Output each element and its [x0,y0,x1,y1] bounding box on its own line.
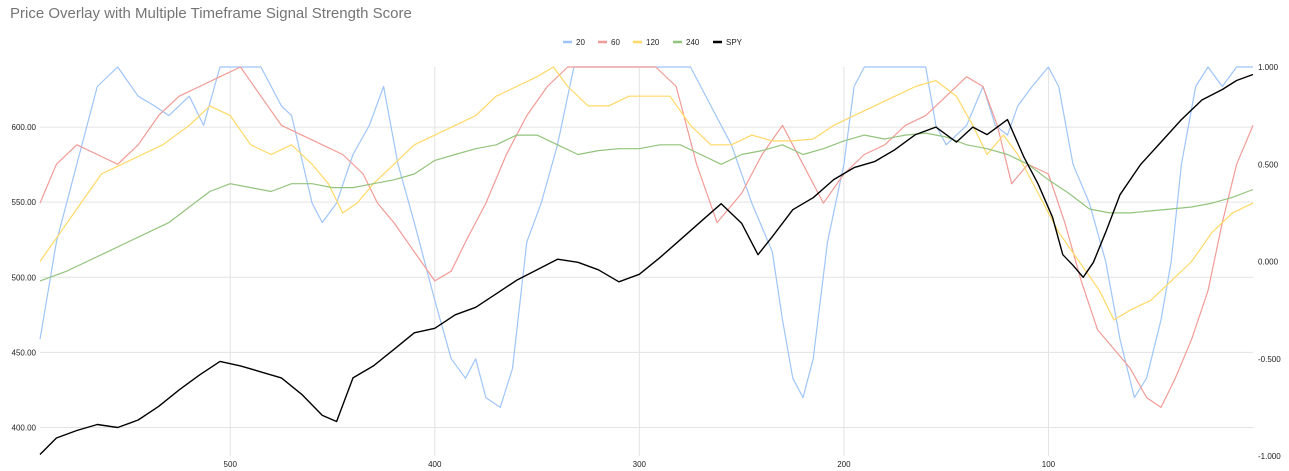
y-right-tick-label: -1.000 [1258,452,1281,461]
legend-label-20: 20 [576,38,585,47]
legend-label-spy: SPY [726,38,743,47]
y-left-tick-label: 500.00 [12,273,37,282]
series-lines [39,66,1254,455]
y-left-tick-label: 400.00 [12,423,37,432]
x-tick-label: 400 [428,460,442,469]
x-tick-label: 500 [224,460,238,469]
x-tick-label: 100 [1042,460,1056,469]
x-tick-label: 200 [837,460,851,469]
chart-title: Price Overlay with Multiple Timeframe Si… [10,5,412,22]
y-right-tick-label: 0.000 [1258,258,1279,267]
legend: 20 60 120 240 SPY [563,38,743,47]
y-left-tick-label: 600.00 [12,123,37,132]
y-left-tick-label: 550.00 [12,198,37,207]
y-right-tick-label: -0.500 [1258,355,1281,364]
series-line-120 [39,66,1254,321]
legend-label-120: 120 [646,38,660,47]
legend-label-60: 60 [611,38,620,47]
y-left-tick-label: 450.00 [12,348,37,357]
y-right-tick-label: 0.500 [1258,160,1279,169]
series-line-60 [39,66,1254,408]
series-line-spy [39,73,1254,455]
axes: 400.00 450.00 500.00 550.00 600.00 -1.000 -0.5… [12,63,1282,469]
series-line-240 [39,132,1254,282]
grid [40,67,1253,456]
series-line-20 [39,66,1253,408]
y-right-tick-label: 1.000 [1258,63,1279,72]
legend-label-240: 240 [686,38,700,47]
x-tick-label: 300 [633,460,647,469]
